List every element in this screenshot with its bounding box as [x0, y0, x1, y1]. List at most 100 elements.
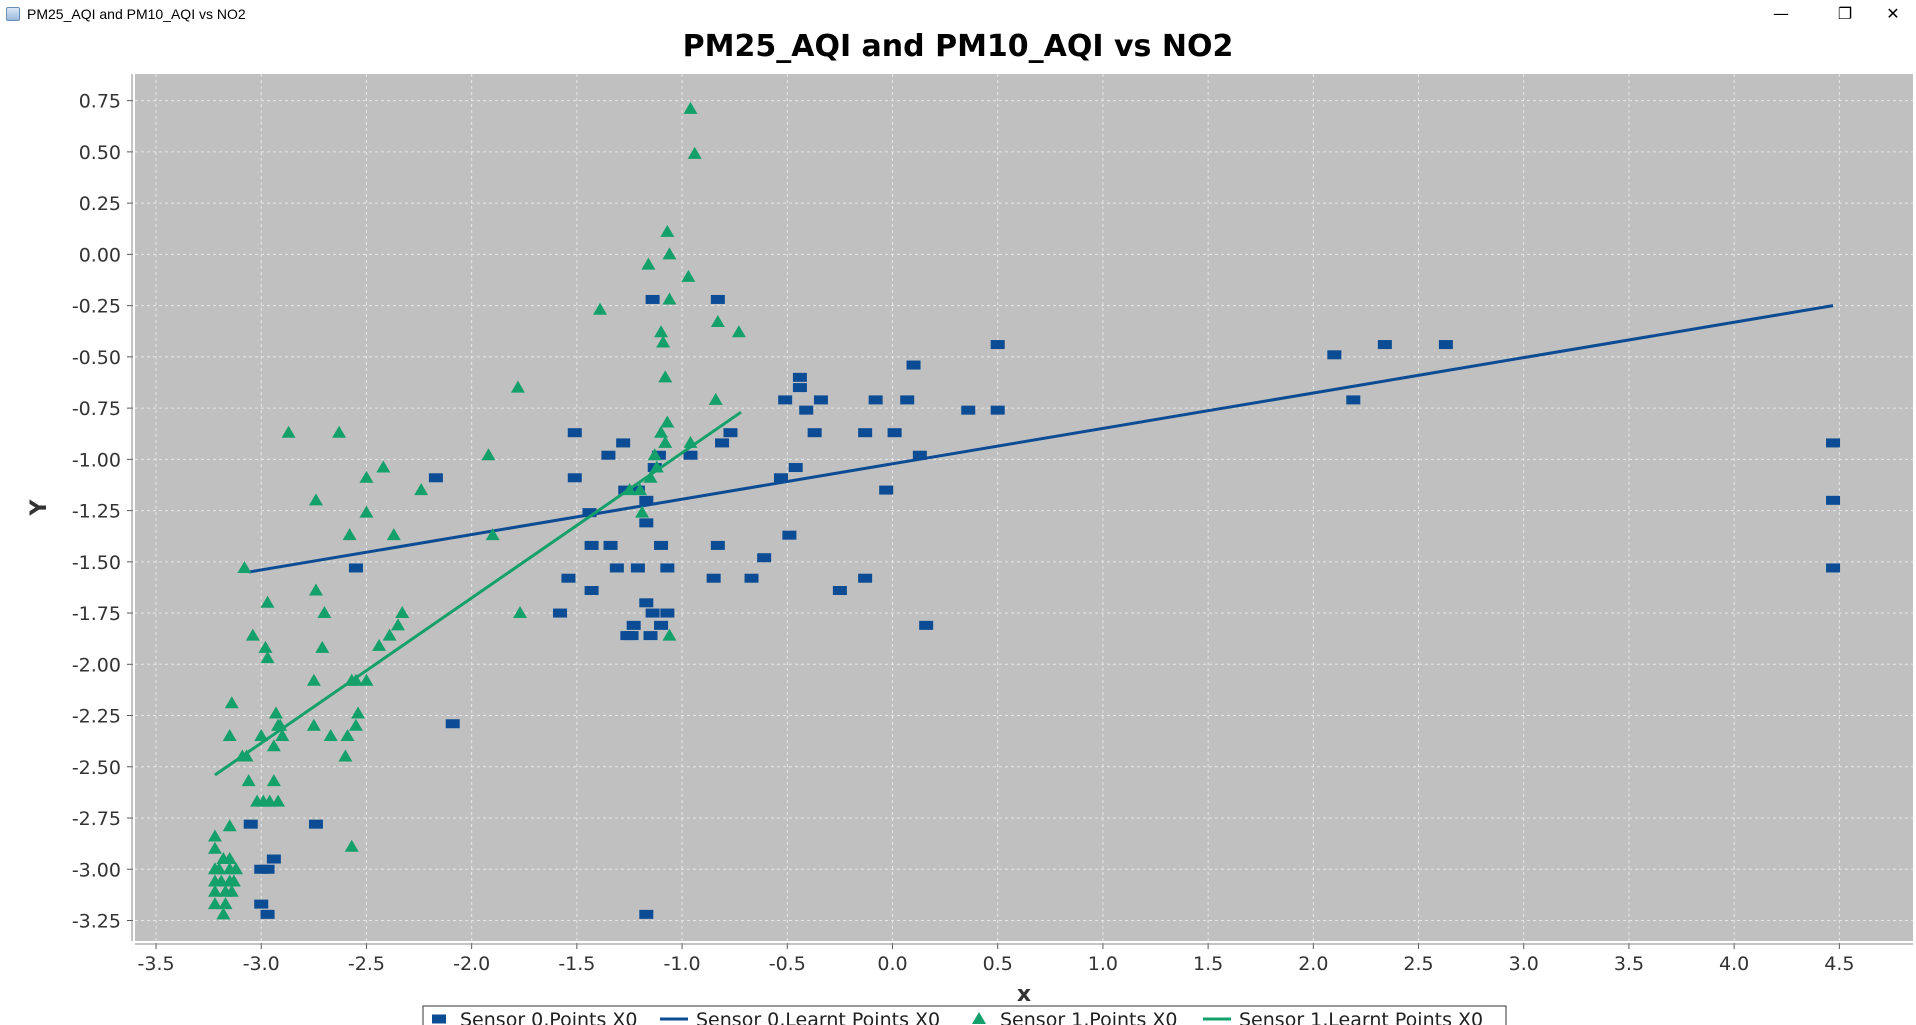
x-tick-label: -1.0 [664, 953, 701, 975]
triangle-marker [351, 706, 366, 719]
square-marker [616, 438, 631, 448]
y-tick-label: -1.00 [72, 449, 121, 471]
maximize-button[interactable]: ❐ [1837, 4, 1853, 23]
square-marker [618, 485, 633, 495]
square-marker [879, 485, 894, 495]
square-marker [567, 428, 582, 438]
legend-item: Sensor 0,Learnt Points X0 [660, 1009, 940, 1025]
legend-item: Sensor 1,Points X0 [972, 1009, 1178, 1025]
square-marker [266, 854, 281, 864]
x-tick-label: -0.5 [769, 953, 806, 975]
x-tick-label: 4.0 [1719, 953, 1749, 975]
x-tick-label: 3.0 [1509, 953, 1539, 975]
y-tick-label: -1.50 [72, 552, 121, 574]
triangle-marker [382, 628, 397, 641]
legend-box [422, 1005, 1507, 1025]
square-marker [584, 586, 599, 596]
triangle-marker [731, 325, 746, 338]
triangle-marker [658, 435, 673, 448]
series-sensor-1-learnt-points-x0 [214, 410, 742, 777]
square-marker [445, 719, 460, 729]
square-marker [630, 563, 645, 573]
triangle-marker [207, 841, 222, 854]
triangle-marker [395, 606, 410, 619]
square-marker [432, 1014, 446, 1024]
triangle-marker [485, 528, 500, 541]
triangle-marker [654, 425, 669, 438]
triangle-marker [271, 794, 286, 807]
square-marker [900, 395, 915, 405]
legend-label: Sensor 0,Points X0 [460, 1009, 638, 1025]
close-button[interactable]: ✕ [1886, 4, 1900, 23]
minimize-button[interactable]: — [1773, 4, 1789, 23]
triangle-marker [681, 269, 696, 282]
triangle-marker [222, 729, 237, 742]
y-tick-label: -0.50 [72, 347, 121, 369]
square-marker [626, 620, 641, 630]
triangle-marker [281, 425, 296, 438]
square-marker [778, 395, 793, 405]
square-marker [1346, 395, 1361, 405]
square-marker [799, 405, 814, 415]
triangle-marker [635, 505, 650, 518]
y-tick-label: -1.25 [72, 501, 121, 523]
square-marker [639, 598, 654, 608]
triangle-marker [317, 606, 332, 619]
square-marker [706, 573, 721, 583]
x-tick-label: 2.0 [1298, 953, 1328, 975]
window-titlebar: PM25_AQI and PM10_AQI vs NO2 — ❐ ✕ [0, 0, 1916, 30]
plot-area [135, 74, 1913, 941]
triangle-marker [222, 852, 237, 865]
square-marker [792, 383, 807, 393]
triangle-marker [344, 839, 359, 852]
square-marker [639, 518, 654, 528]
series-sensor-0-learnt-points-x0 [248, 304, 1834, 574]
square-marker [651, 450, 666, 460]
square-marker [868, 395, 883, 405]
square-marker [254, 899, 269, 909]
square-marker [683, 450, 698, 460]
series-sensor-1-points-x0 [207, 101, 746, 920]
square-marker [609, 563, 624, 573]
x-tick-label: -1.5 [558, 953, 595, 975]
scatter-chart: PM25_AQI and PM10_AQI vs NO2 -3.5 -3.0 -2.… [27, 30, 1913, 1025]
square-marker [723, 428, 738, 438]
x-tick-label: 1.0 [1088, 953, 1118, 975]
triangle-marker [275, 729, 290, 742]
x-tick-label: -3.0 [243, 953, 280, 975]
triangle-marker [660, 415, 675, 428]
square-marker [643, 631, 658, 641]
triangle-marker [306, 718, 321, 731]
y-tick-label: -2.75 [72, 808, 121, 830]
triangle-marker [207, 897, 222, 910]
square-marker [773, 473, 788, 483]
fit-line [214, 410, 742, 777]
fit-line [248, 304, 1834, 574]
square-marker [788, 463, 803, 473]
x-tick-label: 2.5 [1403, 953, 1433, 975]
triangle-marker [662, 247, 677, 260]
triangle-marker [258, 640, 273, 653]
y-tick-label: -1.75 [72, 603, 121, 625]
triangle-marker [226, 874, 241, 887]
square-marker [807, 428, 822, 438]
square-marker [715, 438, 730, 448]
y-tick-label: -2.00 [72, 654, 121, 676]
triangle-marker [260, 595, 275, 608]
triangle-marker [513, 606, 528, 619]
square-marker [601, 450, 616, 460]
x-tick-label: 4.5 [1824, 953, 1854, 975]
triangle-marker [212, 862, 227, 875]
triangle-marker [323, 729, 338, 742]
triangle-marker [391, 618, 406, 631]
square-marker [990, 405, 1005, 415]
triangle-marker [510, 380, 525, 393]
x-tick-label: 0.5 [983, 953, 1013, 975]
legend-label: Sensor 0,Learnt Points X0 [696, 1009, 940, 1025]
triangle-marker [228, 862, 243, 875]
square-marker [710, 294, 725, 304]
triangle-marker [241, 774, 256, 787]
square-marker [645, 294, 660, 304]
square-marker [906, 360, 921, 370]
square-marker [1377, 340, 1392, 350]
